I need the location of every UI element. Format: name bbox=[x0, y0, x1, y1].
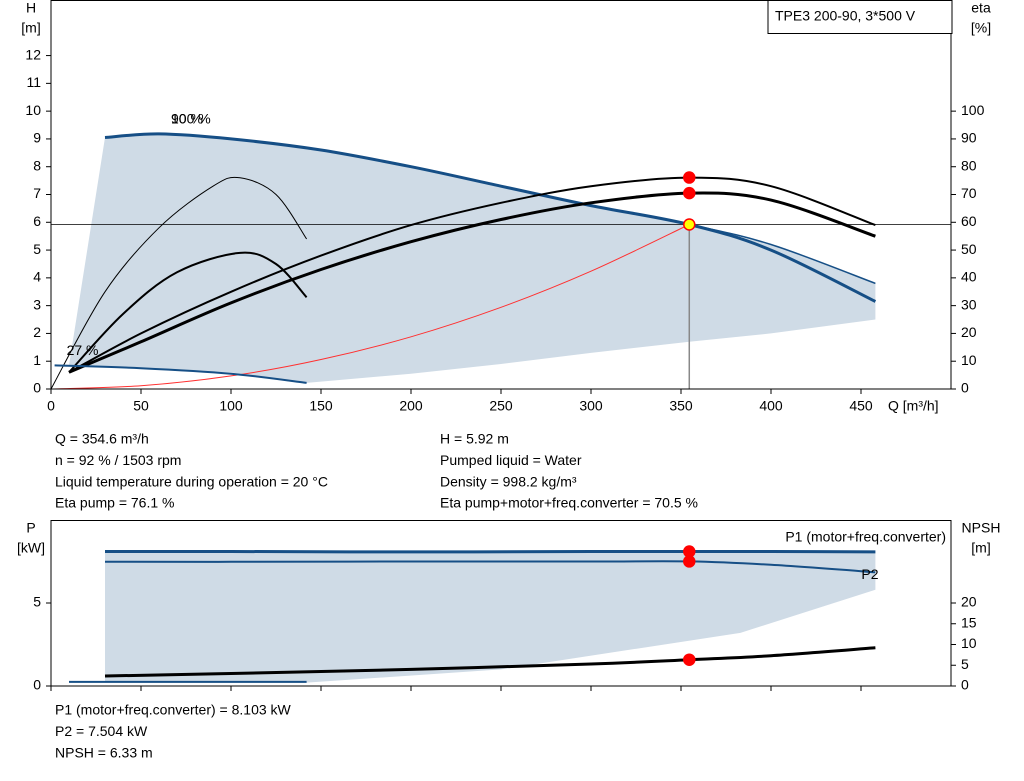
y-tick-label: 10 bbox=[25, 102, 41, 118]
y-axis-title: H bbox=[26, 0, 36, 16]
y2-axis-unit: [%] bbox=[971, 20, 991, 36]
curve bbox=[68, 191, 876, 374]
y-axis-title: P bbox=[26, 520, 35, 536]
curve bbox=[68, 251, 308, 373]
y2-tick-label: 15 bbox=[961, 614, 977, 630]
y-axis-unit: [kW] bbox=[17, 540, 45, 556]
x-axis-title: Q [m³/h] bbox=[888, 398, 939, 414]
y-tick-label: 3 bbox=[33, 296, 41, 312]
readout: P1 (motor+freq.converter) = 8.103 kW bbox=[55, 702, 292, 718]
curve bbox=[104, 646, 876, 678]
y-tick-label: 0 bbox=[33, 677, 41, 693]
curve bbox=[104, 560, 876, 574]
y-tick-label: 12 bbox=[25, 46, 41, 62]
operating-range bbox=[69, 133, 876, 383]
y2-tick-label: 20 bbox=[961, 594, 977, 610]
curve-label: 27 % bbox=[67, 342, 99, 358]
curve bbox=[54, 364, 307, 384]
y2-tick-label: 50 bbox=[961, 241, 977, 257]
curve bbox=[50, 224, 690, 390]
y2-tick-label: 0 bbox=[961, 677, 969, 693]
x-tick-label: 50 bbox=[133, 398, 149, 414]
y-tick-label: 1 bbox=[33, 352, 41, 368]
y2-tick-label: 20 bbox=[961, 324, 977, 340]
curve bbox=[50, 176, 308, 390]
y-axis-unit: [m] bbox=[21, 20, 40, 36]
x-tick-label: 100 bbox=[219, 398, 243, 414]
y-tick-label: 5 bbox=[33, 594, 41, 610]
curve bbox=[68, 176, 876, 374]
x-tick-label: 250 bbox=[489, 398, 513, 414]
duty-point bbox=[683, 218, 696, 231]
curve-label: 90 % bbox=[171, 111, 203, 127]
readout: Eta pump+motor+freq.converter = 70.5 % bbox=[440, 495, 698, 511]
y-tick-label: 0 bbox=[33, 380, 41, 396]
x-tick-label: 450 bbox=[849, 398, 873, 414]
readout: P2 = 7.504 kW bbox=[55, 723, 148, 739]
duty-point bbox=[683, 555, 696, 568]
x-tick-label: 150 bbox=[309, 398, 333, 414]
y-tick-label: 4 bbox=[33, 269, 41, 285]
y2-tick-label: 5 bbox=[961, 656, 969, 672]
legend-label: P1 (motor+freq.converter) bbox=[785, 529, 946, 545]
readout: Density = 998.2 kg/m³ bbox=[440, 473, 577, 489]
y2-axis-unit: [m] bbox=[971, 540, 990, 556]
title-box bbox=[767, 0, 953, 34]
y-tick-label: 5 bbox=[33, 241, 41, 257]
curve-label: P2 bbox=[861, 566, 878, 582]
y2-tick-label: 10 bbox=[961, 352, 977, 368]
readout: n = 92 % / 1503 rpm bbox=[55, 452, 181, 468]
y2-axis-title: NPSH bbox=[962, 520, 1001, 536]
y2-tick-label: 0 bbox=[961, 380, 969, 396]
y-tick-label: 7 bbox=[33, 185, 41, 201]
y2-axis-title: eta bbox=[971, 0, 991, 16]
readout: Q = 354.6 m³/h bbox=[55, 431, 149, 447]
y2-tick-label: 90 bbox=[961, 130, 977, 146]
x-tick-label: 300 bbox=[579, 398, 603, 414]
y2-tick-label: 60 bbox=[961, 213, 977, 229]
plot: 0 5 0 5 10 15 20 bbox=[33, 520, 977, 693]
x-tick-label: 350 bbox=[669, 398, 693, 414]
readout: Eta pump = 76.1 % bbox=[55, 495, 174, 511]
curve bbox=[104, 133, 876, 285]
y-tick-label: 8 bbox=[33, 157, 41, 173]
readout: NPSH = 6.33 m bbox=[55, 744, 153, 760]
readout: Pumped liquid = Water bbox=[440, 452, 582, 468]
y-tick-label: 2 bbox=[33, 324, 41, 340]
chart-title: TPE3 200-90, 3*500 V bbox=[775, 8, 916, 24]
x-tick-label: 400 bbox=[759, 398, 783, 414]
x-tick-label: 200 bbox=[399, 398, 423, 414]
y2-tick-label: 80 bbox=[961, 157, 977, 173]
y2-tick-label: 100 bbox=[961, 102, 985, 118]
y2-tick-label: 70 bbox=[961, 185, 977, 201]
x-tick-label: 0 bbox=[47, 398, 55, 414]
y2-tick-label: 10 bbox=[961, 635, 977, 651]
duty-point bbox=[683, 653, 696, 666]
readout: H = 5.92 m bbox=[440, 431, 509, 447]
readout: Liquid temperature during operation = 20… bbox=[55, 473, 328, 489]
y2-tick-label: 30 bbox=[961, 296, 977, 312]
operating-range bbox=[105, 551, 876, 683]
curve-label: 100 % bbox=[171, 111, 211, 127]
y-tick-label: 9 bbox=[33, 130, 41, 146]
duty-point bbox=[683, 171, 696, 184]
duty-point bbox=[683, 186, 696, 200]
y-tick-label: 11 bbox=[26, 74, 41, 90]
y2-tick-label: 40 bbox=[961, 269, 977, 285]
y-tick-label: 6 bbox=[33, 213, 41, 229]
